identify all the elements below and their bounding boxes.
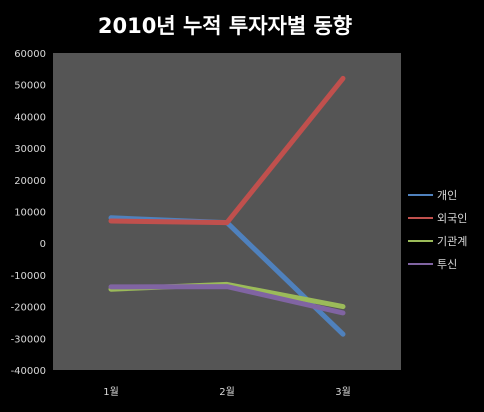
plot-area — [53, 53, 401, 370]
x-tick-label: 2월 — [219, 386, 235, 398]
legend-item: 기관계 — [408, 235, 467, 248]
y-tick-label: 0 — [40, 239, 46, 250]
legend-label: 투신 — [437, 258, 457, 271]
y-tick-label: -30000 — [11, 334, 46, 345]
legend-label: 개인 — [437, 189, 457, 202]
y-tick-label: 60000 — [14, 49, 46, 60]
legend-item: 투신 — [408, 258, 457, 271]
y-tick-label: 40000 — [14, 112, 46, 123]
legend-item: 개인 — [408, 189, 457, 202]
y-tick-label: 10000 — [14, 208, 46, 219]
x-tick-label: 1월 — [103, 386, 119, 398]
y-tick-label: -20000 — [11, 303, 46, 314]
y-tick-label: 30000 — [14, 144, 46, 155]
legend-label: 외국인 — [437, 212, 467, 225]
series-line-1 — [108, 75, 346, 226]
chart-title: 2010년 누적 투자자별 동향 — [98, 14, 352, 38]
y-tick-label: -40000 — [11, 366, 46, 377]
legend-item: 외국인 — [408, 212, 467, 225]
y-tick-label: 50000 — [14, 81, 46, 92]
y-axis-tick-labels: 60000 50000 40000 30000 20000 10000 0 -10000 -20… — [11, 49, 46, 377]
x-tick-label: 3월 — [335, 386, 351, 398]
y-tick-label: -10000 — [11, 271, 46, 282]
y-tick-label: 20000 — [14, 176, 46, 187]
legend-label: 기관계 — [437, 235, 467, 248]
x-axis-tick-labels: 1월 2월 3월 — [103, 386, 351, 398]
series-line-3 — [108, 284, 346, 316]
series-lines — [108, 75, 346, 337]
